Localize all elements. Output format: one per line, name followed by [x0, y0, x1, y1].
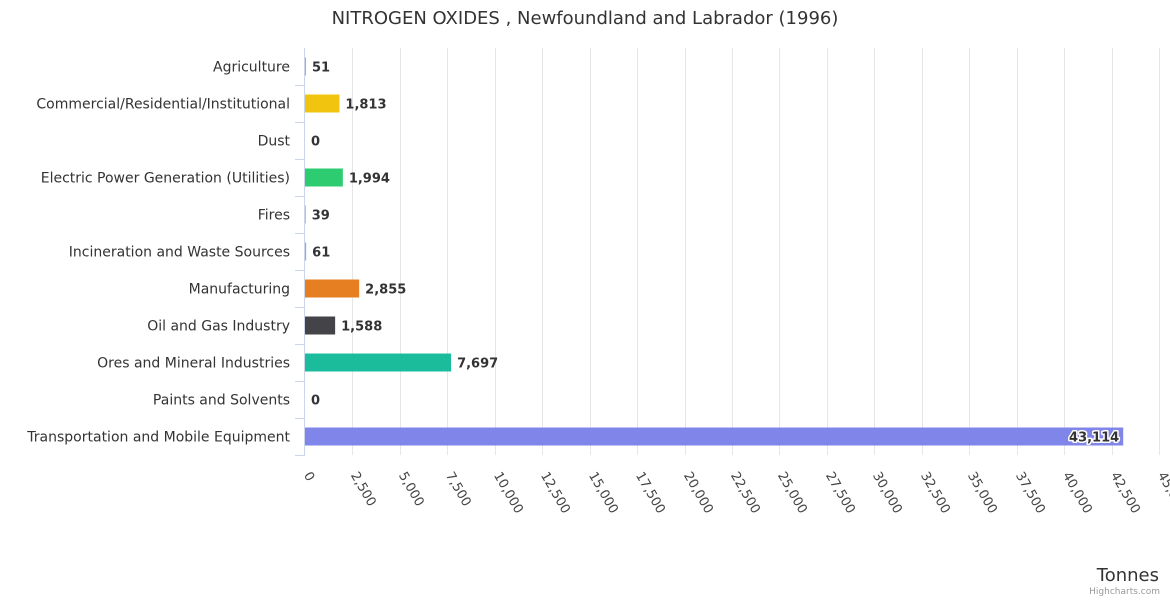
category-label: Commercial/Residential/Institutional — [36, 97, 290, 113]
category-label: Agriculture — [213, 60, 290, 76]
x-tick-label: 0 — [300, 470, 317, 485]
chart-title: NITROGEN OXIDES , Newfoundland and Labra… — [332, 8, 839, 29]
category-label: Paints and Solvents — [153, 393, 290, 409]
category-label: Transportation and Mobile Equipment — [26, 430, 290, 446]
x-tick-label: 2,500 — [347, 470, 379, 510]
data-label: 1,994 — [349, 172, 390, 187]
x-tick-label: 25,000 — [774, 470, 810, 517]
category-labels: Agriculture Commercial/Residential/Instit… — [26, 60, 290, 446]
x-tick-label: 20,000 — [680, 470, 716, 517]
bar[interactable] — [305, 57, 306, 76]
x-tick-label: 7,500 — [442, 470, 474, 510]
x-axis-ticks: 0 2,500 5,000 7,500 10,000 12,500 15,000 17,500… — [300, 470, 1170, 517]
x-tick-label: 15,000 — [585, 470, 621, 517]
x-tick-label: 37,500 — [1012, 470, 1048, 517]
x-tick-label: 32,500 — [917, 470, 953, 517]
x-tick-label: 45,000 — [1154, 470, 1170, 517]
data-label: 1,588 — [341, 320, 382, 335]
bar[interactable] — [305, 168, 343, 187]
x-tick-label: 27,500 — [822, 470, 858, 517]
category-label: Manufacturing — [189, 282, 290, 298]
x-tick-label: 12,500 — [537, 470, 573, 517]
bar[interactable] — [305, 353, 452, 372]
x-tick-label: 40,000 — [1059, 470, 1095, 517]
bar[interactable] — [305, 427, 1124, 446]
category-label: Incineration and Waste Sources — [69, 245, 290, 261]
bars — [305, 57, 1124, 446]
data-label: 1,813 — [345, 98, 386, 113]
data-label: 0 — [311, 394, 320, 409]
data-label: 0 — [311, 135, 320, 150]
x-tick-label: 35,000 — [964, 470, 1000, 517]
category-label: Dust — [258, 134, 291, 150]
bar[interactable] — [305, 279, 360, 298]
bar[interactable] — [305, 205, 306, 224]
data-label: 7,697 — [457, 357, 498, 372]
data-label: 61 — [312, 246, 330, 261]
x-tick-label: 17,500 — [632, 470, 668, 517]
data-labels: 51 1,813 0 1,994 39 61 2,855 1,588 7,697 0 43,114 — [311, 61, 1121, 448]
data-label: 51 — [312, 61, 330, 76]
bar[interactable] — [305, 94, 340, 113]
bar[interactable] — [305, 316, 336, 335]
data-label: 39 — [312, 209, 330, 224]
x-tick-label: 42,500 — [1107, 470, 1143, 517]
credits[interactable]: Highcharts.com — [1089, 587, 1160, 597]
value-axis-title: Tonnes — [1096, 565, 1159, 586]
data-label: 43,114 — [1069, 431, 1119, 446]
x-tick-label: 10,000 — [490, 470, 526, 517]
category-label: Electric Power Generation (Utilities) — [41, 171, 290, 187]
data-label: 2,855 — [365, 283, 406, 298]
category-label: Oil and Gas Industry — [147, 319, 290, 335]
x-tick-label: 5,000 — [395, 470, 427, 510]
grid — [295, 48, 1160, 456]
category-label: Fires — [258, 208, 290, 224]
x-tick-label: 30,000 — [869, 470, 905, 517]
bar[interactable] — [305, 242, 307, 261]
category-label: Ores and Mineral Industries — [97, 356, 290, 372]
x-tick-label: 22,500 — [727, 470, 763, 517]
